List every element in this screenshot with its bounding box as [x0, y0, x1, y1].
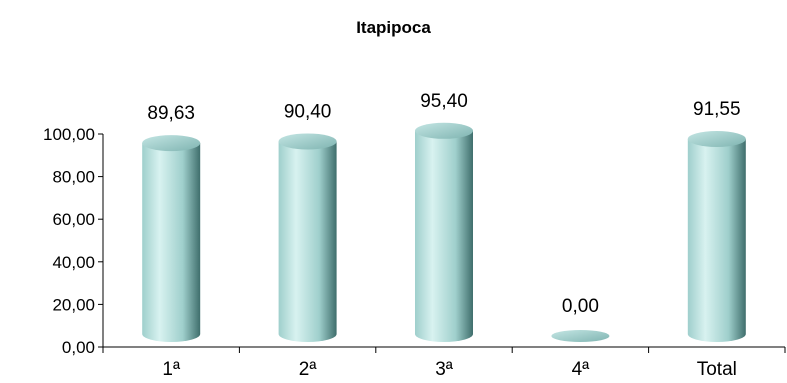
bar-body	[278, 141, 337, 342]
bar-top	[415, 122, 473, 139]
x-tick-label: 1ª	[162, 359, 181, 380]
y-tick-label: 20,00	[52, 295, 95, 314]
data-label: 95,40	[420, 91, 468, 112]
x-tick-label: 3ª	[435, 359, 454, 380]
bar	[142, 135, 201, 342]
bar	[687, 130, 746, 342]
x-tick-label: Total	[697, 359, 737, 380]
x-tick-label: 4ª	[572, 359, 591, 380]
data-label: 90,40	[284, 101, 332, 122]
y-tick-label: 60,00	[52, 210, 95, 229]
y-tick-label: 100,00	[43, 125, 95, 144]
bar	[278, 133, 337, 342]
y-tick-label: 80,00	[52, 168, 95, 187]
data-label: 89,63	[147, 103, 195, 124]
bar	[415, 122, 473, 342]
labels: 89,63 1ª 90,40 2ª 95,40 3ª 0,00 4ª 91,55 Total	[147, 91, 740, 380]
y-tick-label: 0,00	[62, 338, 95, 357]
bar-top	[142, 135, 201, 152]
bars	[142, 122, 746, 342]
axes: 0,00 20,00 40,00 60,00 80,00 100,00	[43, 125, 786, 357]
chart-title: Itapipoca	[356, 18, 431, 37]
bar-body	[415, 130, 473, 342]
bar-body	[687, 138, 746, 342]
y-tick-label: 40,00	[52, 253, 95, 272]
data-label: 0,00	[562, 296, 599, 317]
bar-top	[551, 330, 610, 342]
data-label: 91,55	[693, 99, 741, 120]
bar-body	[142, 143, 201, 342]
bar-top	[278, 133, 337, 150]
bar	[551, 330, 610, 342]
bar-top	[687, 130, 746, 147]
x-tick-label: 2ª	[299, 359, 318, 380]
